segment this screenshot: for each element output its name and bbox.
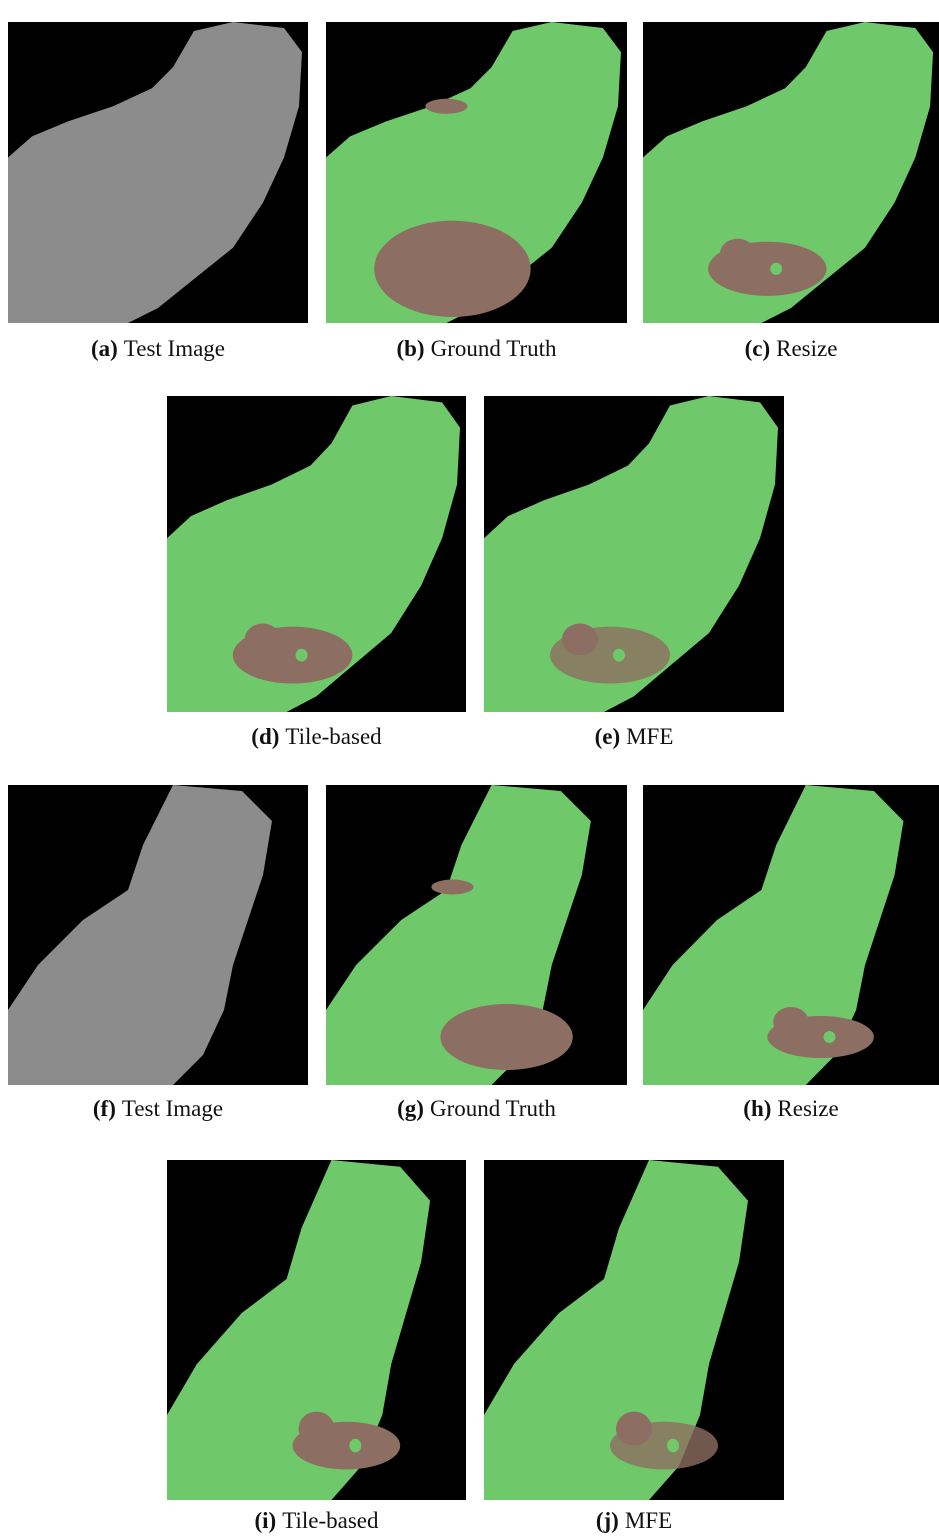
caption-label: (d) (251, 724, 279, 749)
caption-label: (f) (93, 1096, 116, 1121)
panel-image (484, 1160, 784, 1500)
caption-text: Ground Truth (430, 1096, 556, 1121)
caption-text: Ground Truth (431, 336, 557, 361)
panel-image (167, 1160, 466, 1500)
caption: (b) Ground Truth (326, 336, 627, 362)
caption-text: Tile-based (282, 1508, 378, 1533)
panel-image (167, 396, 466, 712)
caption: (a)Test Image (8, 336, 308, 362)
caption-text: MFE (626, 724, 673, 749)
caption-text: Test Image (122, 1096, 223, 1121)
caption: (e)MFE (484, 724, 784, 750)
caption: (g)Ground Truth (326, 1096, 627, 1122)
panel-image (643, 22, 939, 323)
caption-label: (g) (397, 1096, 424, 1121)
panel-image (8, 22, 308, 323)
caption-label: (h) (743, 1096, 771, 1121)
panel-image (326, 785, 627, 1085)
caption: (f) Test Image (8, 1096, 308, 1122)
caption: (d)Tile-based (167, 724, 466, 750)
caption-label: (i) (255, 1508, 277, 1533)
caption-label: (a) (91, 336, 118, 361)
panel-image (326, 22, 627, 323)
caption-text: Resize (777, 1096, 838, 1121)
caption-label: (b) (396, 336, 424, 361)
caption-text: Resize (776, 336, 837, 361)
panel-image (484, 396, 784, 712)
figure: (a)Test Image(b)Ground Truth(c)Resize(d)… (0, 0, 939, 1536)
caption: (h)Resize (643, 1096, 939, 1122)
caption-text: MFE (625, 1508, 672, 1533)
caption-label: (j) (596, 1508, 619, 1533)
caption-label: (c) (745, 336, 771, 361)
caption-label: (e) (595, 724, 621, 749)
caption-text: Test Image (124, 336, 225, 361)
caption: (i)Tile-based (167, 1508, 466, 1534)
caption: (j) MFE (484, 1508, 784, 1534)
panel-image (643, 785, 939, 1085)
panel-image (8, 785, 308, 1085)
caption-text: Tile-based (285, 724, 381, 749)
caption: (c)Resize (643, 336, 939, 362)
